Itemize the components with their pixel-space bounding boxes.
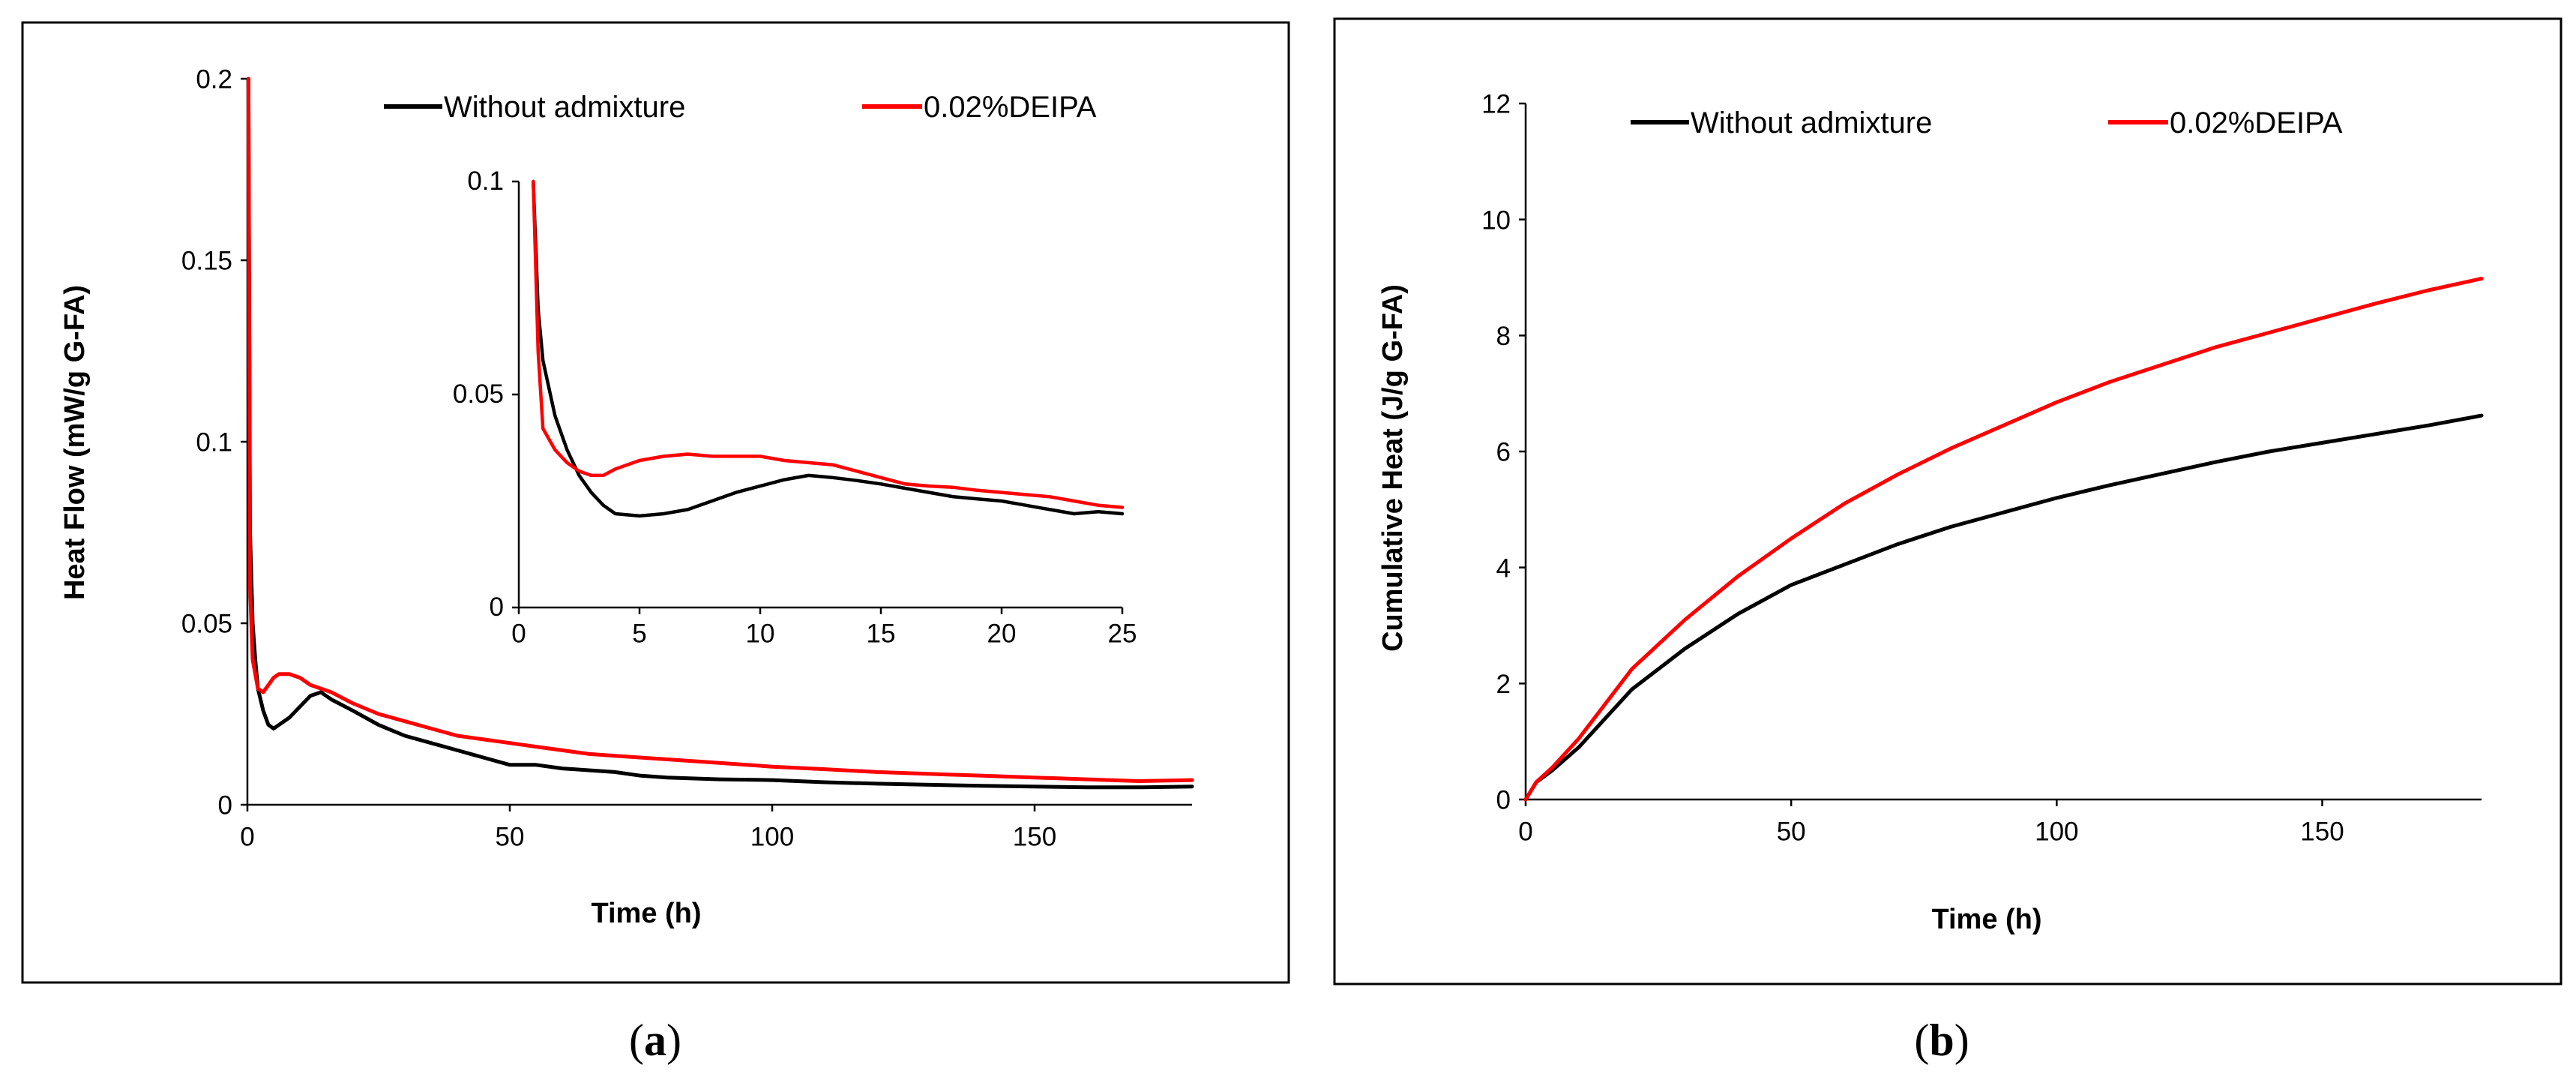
- panel-a-ylabel: Heat Flow (mW/g G-FA): [59, 285, 91, 600]
- panel-a-xtick-label: 150: [1013, 822, 1056, 851]
- panel-a-series-0-02-deipa: [246, 76, 1194, 783]
- panel-a-frame: [21, 21, 1290, 984]
- panel-b-xtick-label: 150: [2300, 817, 2344, 846]
- panel-a-xtick-label: 50: [496, 822, 525, 851]
- panel-b-ytick-label: 0: [1496, 786, 1511, 815]
- panel-a-xtick-label: 100: [750, 822, 794, 851]
- panel-a-series-without-admixture: [246, 76, 1194, 790]
- panel-a-ytick-label: 0.1: [196, 428, 232, 458]
- panel-a-inset-ytick-label: 0.05: [453, 380, 504, 409]
- panel-b-ytick-label: 10: [1481, 206, 1511, 235]
- panel-b-ytick-label: 12: [1481, 90, 1511, 119]
- panel-a: 0 0.05 0.1 0.15 0.2 0 50 100 150 0 0.05 0.1 0 5 10 15 2…: [21, 21, 1290, 984]
- panel-a-inset-xtick-label: 5: [632, 620, 646, 649]
- panel-a-xlabel: Time (h): [591, 898, 701, 929]
- panel-a-legend-label-without-admixture: Without admixture: [444, 91, 685, 124]
- panel-b-series-0-02-deipa: [1523, 277, 2484, 802]
- panel-a-legend-label-0-02-deipa: 0.02%DEIPA: [924, 91, 1097, 124]
- panel-b-legend-label-0-02-deipa: 0.02%DEIPA: [2170, 106, 2343, 140]
- panel-b-ytick-label: 6: [1496, 438, 1511, 467]
- panel-a-inset-xtick-label: 25: [1108, 620, 1137, 649]
- panel-b-legend-label-without-admixture: Without admixture: [1691, 106, 1932, 140]
- panel-b-xlabel: Time (h): [1931, 904, 2041, 935]
- panel-a-ytick-label: 0.15: [181, 247, 232, 276]
- panel-a-inset-ytick-label: 0.1: [467, 166, 504, 196]
- panel-a-main-axes: 00.050.10.150.20 50 100 150: [181, 65, 1194, 851]
- panel-a-inset-xtick-label: 20: [987, 620, 1017, 649]
- panel-b-legend: Without admixture 0.02%DEIPA: [1631, 106, 2343, 140]
- panel-b: 0 2 4 6 8 10 12 0 50 100 150 Without admixture 0.02…: [1333, 17, 2563, 986]
- panel-b-ytick-label: 2: [1496, 670, 1511, 699]
- panel-a-inset-xtick-label: 0: [511, 620, 526, 649]
- panel-a-inset: 0 0.05 0.1 0 5 10 15 20 25: [453, 166, 1137, 649]
- panel-a-legend: Without admixture 0.02%DEIPA: [384, 91, 1097, 124]
- panel-a-ytick-label: 0.05: [181, 610, 232, 639]
- panel-a-ytick-label: 0: [218, 791, 232, 820]
- panel-b-frame: [1333, 17, 2563, 986]
- panel-a-inset-xtick-label: 10: [746, 620, 775, 649]
- panel-a-inset-series-0-02-deipa: [532, 179, 1125, 509]
- panel-b-ytick-label: 4: [1496, 554, 1511, 583]
- panel-a-inset-ytick-label: 0: [490, 592, 504, 622]
- panel-a-inset-xtick-label: 15: [867, 620, 896, 649]
- panel-a-ytick-label: 0.2: [196, 65, 232, 94]
- panel-b-xtick-label: 0: [1518, 817, 1532, 846]
- panel-a-xtick-label: 0: [240, 822, 254, 851]
- panel-b-ytick-label: 8: [1496, 322, 1511, 351]
- panel-b-xtick-label: 50: [1777, 817, 1806, 846]
- panel-b-caption: (b): [1914, 1016, 1969, 1065]
- panel-b-ylabel: Cumulative Heat (J/g G-FA): [1377, 284, 1409, 652]
- panel-b-xtick-label: 100: [2035, 817, 2078, 846]
- panel-a-caption: (a): [629, 1016, 681, 1065]
- panel-b-series-without-admixture: [1523, 413, 2484, 802]
- panel-b-main-axes: 0 2 4 6 8 10 12 0 50 100 150: [1481, 90, 2484, 846]
